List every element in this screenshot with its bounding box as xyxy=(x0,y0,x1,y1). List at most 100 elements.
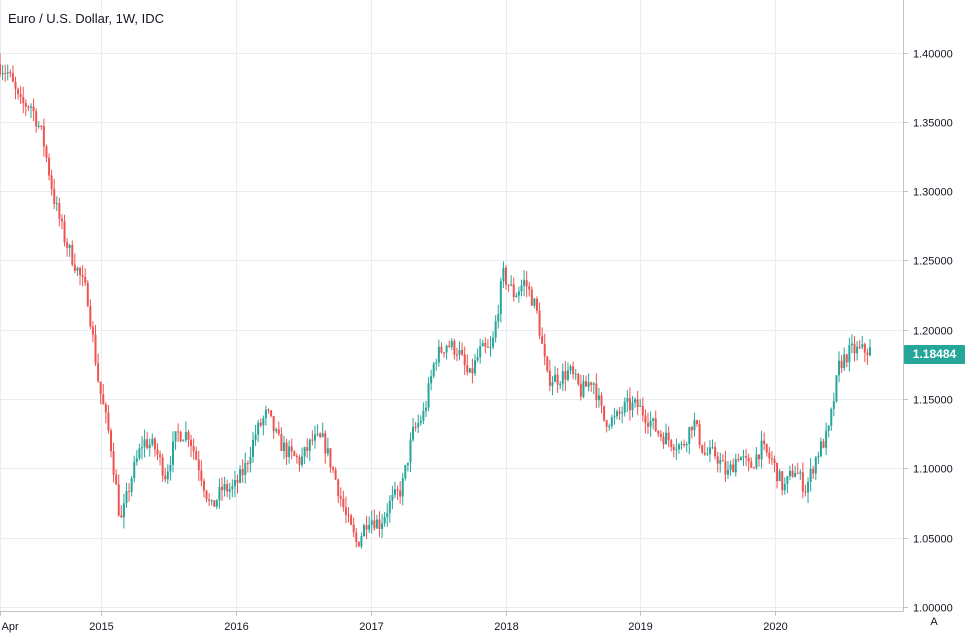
candle-body xyxy=(35,111,38,127)
candle-body xyxy=(404,465,407,479)
candle-body xyxy=(724,461,727,475)
candle-body xyxy=(613,416,616,418)
chart-title: Euro / U.S. Dollar, 1W, IDC xyxy=(8,11,165,26)
y-tick-label: 1.20000 xyxy=(913,326,953,338)
candle-body xyxy=(835,375,838,402)
candle-body xyxy=(308,439,311,451)
candle-body xyxy=(701,444,704,453)
candle-body xyxy=(616,411,619,417)
candle-body xyxy=(559,384,562,386)
candle-body xyxy=(546,356,549,371)
candle-body xyxy=(670,440,673,447)
candle-body xyxy=(791,470,794,477)
candle-body xyxy=(688,427,691,445)
candle-body xyxy=(866,352,869,356)
candle-body xyxy=(600,395,603,406)
candle-body xyxy=(244,463,247,475)
candle-body xyxy=(745,456,748,458)
candle-body xyxy=(476,357,479,361)
candle-body xyxy=(99,381,102,395)
price-axis[interactable]: 1.40000 1.35000 1.30000 1.25000 1.20000 1.150… xyxy=(904,49,953,615)
candle-body xyxy=(479,346,482,358)
candle-body xyxy=(210,500,213,502)
candle-body xyxy=(755,454,758,468)
candle-body xyxy=(677,444,680,450)
candle-body xyxy=(424,407,427,411)
candle-body xyxy=(863,344,866,353)
candle-body xyxy=(288,446,291,458)
candle-body xyxy=(481,343,484,347)
candle-body xyxy=(595,383,598,401)
candle-body xyxy=(68,245,71,248)
candle-body xyxy=(696,420,699,425)
candle-body xyxy=(644,415,647,424)
candle-body xyxy=(60,218,63,222)
candle-body xyxy=(73,264,76,271)
candle-body xyxy=(215,500,218,507)
candle-body xyxy=(233,480,236,487)
candle-body xyxy=(858,346,861,348)
candle-body xyxy=(115,474,118,485)
candle-body xyxy=(794,473,797,477)
candle-body xyxy=(195,451,198,460)
candle-body xyxy=(409,439,412,463)
candle-body xyxy=(0,63,1,75)
candle-body xyxy=(448,345,451,347)
candle-body xyxy=(200,470,203,481)
candle-body xyxy=(396,489,399,491)
candle-body xyxy=(4,73,7,75)
auto-scale-button[interactable]: A xyxy=(930,616,938,628)
candle-body xyxy=(729,464,732,470)
candle-body xyxy=(461,350,464,355)
candle-body xyxy=(140,447,143,449)
candle-body xyxy=(590,382,593,385)
candle-body xyxy=(486,346,489,348)
candle-body xyxy=(329,448,332,468)
candle-body xyxy=(641,405,644,416)
candle-body xyxy=(548,370,551,386)
time-axis[interactable]: Apr 2015 2016 2017 2018 2019 2020 xyxy=(0,612,788,633)
candle-body xyxy=(592,383,595,385)
candle-body xyxy=(148,444,151,449)
candle-body xyxy=(626,398,629,402)
candle-body xyxy=(569,366,572,371)
candle-body xyxy=(437,346,440,363)
candle-body xyxy=(827,425,830,431)
candle-body xyxy=(636,399,639,407)
candle-body xyxy=(458,350,461,355)
candle-body xyxy=(19,93,22,97)
candle-body xyxy=(714,447,717,457)
candle-body xyxy=(861,344,864,348)
candle-body xyxy=(763,440,766,445)
candle-body xyxy=(667,432,670,441)
candle-body xyxy=(822,441,825,448)
candle-body xyxy=(781,471,784,491)
candle-body xyxy=(401,478,404,497)
candle-body xyxy=(339,496,342,499)
candle-body xyxy=(474,360,477,374)
candle-body xyxy=(662,436,665,445)
candle-body xyxy=(523,280,526,286)
candle-body xyxy=(213,500,216,507)
candle-body xyxy=(422,410,425,421)
candle-body xyxy=(166,471,169,480)
candle-body xyxy=(752,467,755,469)
candle-body xyxy=(455,354,458,356)
candle-body xyxy=(311,439,314,441)
candle-body xyxy=(383,517,386,524)
candle-body xyxy=(551,381,554,386)
candle-body xyxy=(174,431,177,442)
candle-body xyxy=(690,427,693,431)
candle-body xyxy=(406,462,409,466)
candle-body xyxy=(391,494,394,501)
candle-body xyxy=(610,417,613,427)
candle-body xyxy=(110,430,113,452)
candle-body xyxy=(190,439,193,447)
candle-body xyxy=(97,363,100,382)
candle-body xyxy=(812,468,815,474)
candle-body xyxy=(171,441,174,465)
candle-body xyxy=(734,459,737,473)
x-tick-label: 2019 xyxy=(628,621,652,633)
candle-body xyxy=(528,286,531,290)
